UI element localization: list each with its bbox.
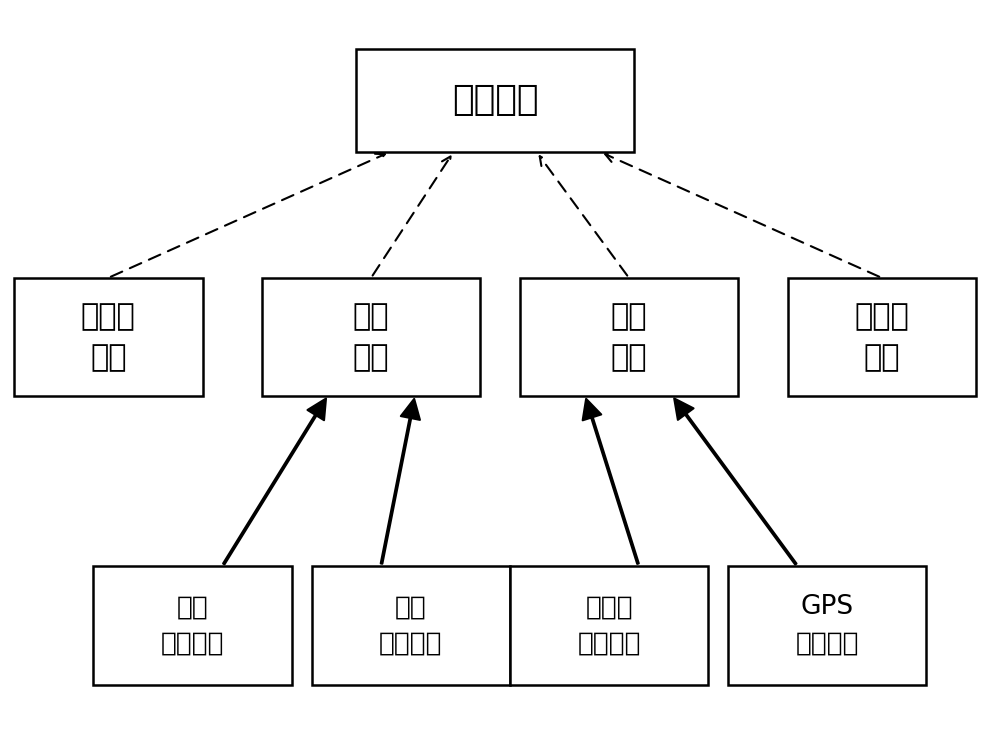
Text: GPS
规约组件: GPS 规约组件 xyxy=(796,595,859,657)
Text: 网络
通道组件: 网络 通道组件 xyxy=(161,595,224,657)
Text: 数据库
组件: 数据库 组件 xyxy=(854,302,909,372)
Bar xyxy=(728,566,926,684)
Text: 规约
组件: 规约 组件 xyxy=(611,302,647,372)
Bar xyxy=(510,566,708,684)
Text: 实时库
组件: 实时库 组件 xyxy=(81,302,136,372)
Bar xyxy=(356,49,634,152)
Bar xyxy=(788,278,976,396)
Bar xyxy=(520,278,738,396)
Bar xyxy=(312,566,510,684)
Text: 充电桩
规约组件: 充电桩 规约组件 xyxy=(577,595,641,657)
Bar xyxy=(14,278,203,396)
Text: 管理组件: 管理组件 xyxy=(452,83,538,117)
Bar xyxy=(262,278,480,396)
Text: 通道
组件: 通道 组件 xyxy=(353,302,389,372)
Bar xyxy=(93,566,292,684)
Text: 串口
通道组件: 串口 通道组件 xyxy=(379,595,443,657)
